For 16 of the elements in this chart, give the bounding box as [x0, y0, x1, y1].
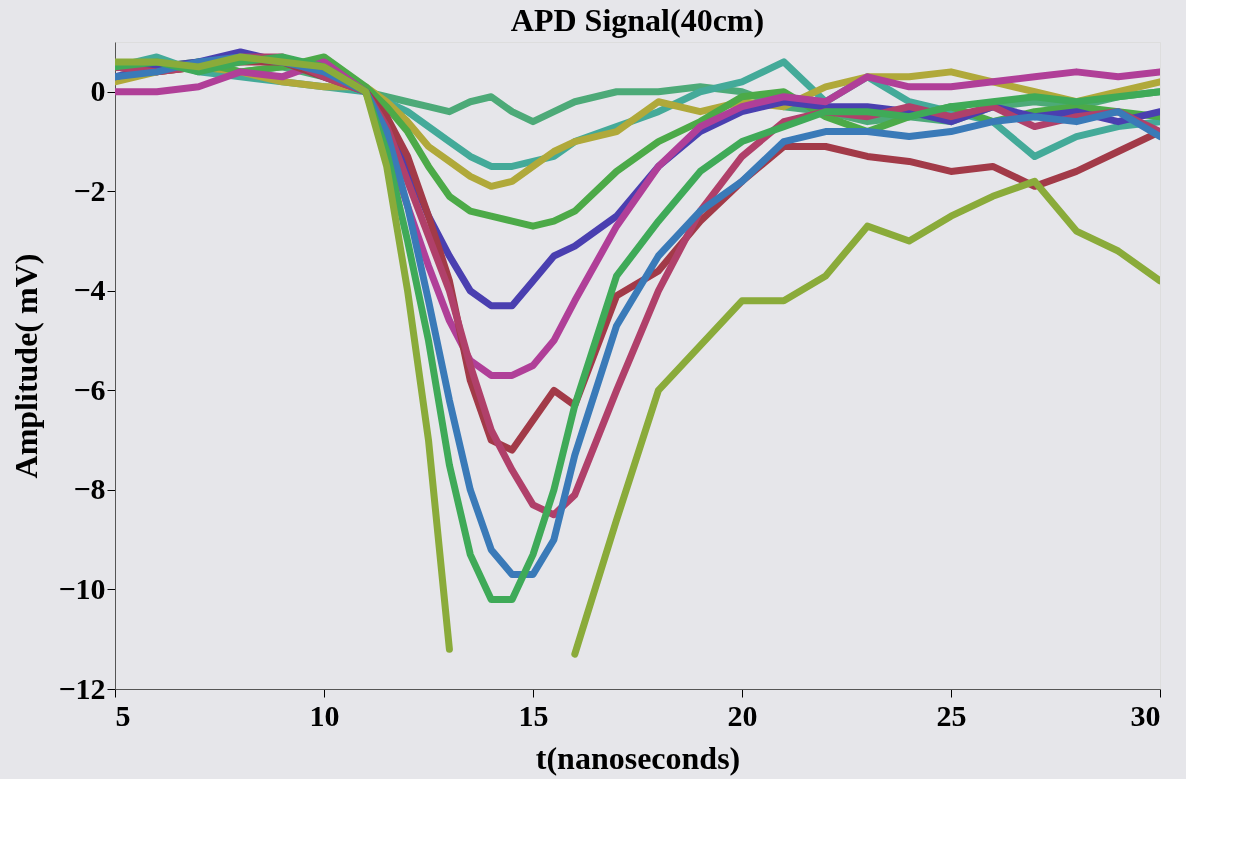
y-axis-title: Amplitude( mV)	[8, 253, 45, 479]
y-tick-label: −12	[58, 671, 106, 705]
x-tick-label: 15	[518, 698, 549, 732]
y-tick-label: −8	[73, 472, 106, 506]
x-tick-label: 5	[115, 698, 131, 732]
x-tick-label: 10	[309, 698, 340, 732]
y-tick-label: −10	[58, 571, 106, 605]
y-tick-label: 0	[90, 74, 106, 108]
chart-title: APD Signal(40cm)	[510, 2, 765, 38]
x-axis-title: t(nanoseconds)	[535, 739, 741, 776]
y-tick-label: −2	[73, 173, 106, 207]
x-tick-label: 25	[936, 698, 967, 732]
x-tick-label: 30	[1130, 698, 1161, 732]
y-tick-label: −6	[73, 372, 106, 406]
y-tick-label: −4	[73, 273, 106, 307]
x-tick-label: 20	[727, 698, 758, 732]
